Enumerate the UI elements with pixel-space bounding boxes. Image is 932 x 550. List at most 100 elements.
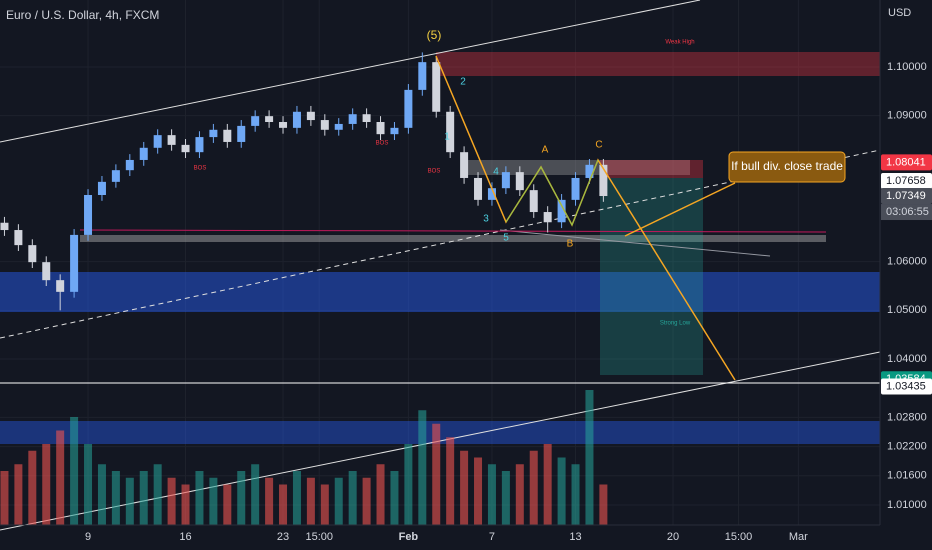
volume-bar [139,471,148,525]
volume-bar [223,484,232,525]
volume-bar [487,464,496,525]
candle-body [334,123,343,130]
y-tick-label: 1.04000 [887,353,927,365]
candle-body [167,135,176,145]
volume-bar [557,457,566,525]
candle-body [404,89,413,128]
volume-bar [320,484,329,525]
y-tick-label: 1.09000 [887,110,927,122]
stop-box [600,160,703,178]
currency: USD [888,7,911,19]
volume-bar [418,410,427,525]
x-tick-label: 16 [179,531,191,543]
annotation: 3 [483,214,489,225]
target-box [600,178,703,375]
candle-body [125,159,134,171]
candle-body [84,195,93,235]
volume-bar [237,471,246,525]
volume-bar [42,444,51,525]
candles [0,52,608,525]
demand-zone [0,272,880,312]
candle-body [139,147,148,160]
candle-body [223,129,232,142]
candle-body [571,177,580,200]
volume-bar [376,464,385,525]
volume-bar [111,471,120,525]
annotation: 1 [444,132,450,143]
candle-body [56,280,65,292]
volume-bar [585,390,594,525]
volume-bar [195,471,204,525]
price-tag [881,188,932,205]
candle-body [515,172,524,191]
volume-bar [209,477,218,525]
volume-bar [446,437,455,525]
candle-body [362,114,371,123]
volume-bar [181,484,190,525]
volume-bar [543,444,552,525]
candle-body [209,129,218,138]
candle-body [279,122,288,128]
x-tick-label: 13 [569,531,581,543]
supply-zone [436,52,880,76]
price-tag [881,378,932,395]
volume-bar [334,477,343,525]
candle-body [306,111,315,121]
candle-body [599,164,608,197]
y-tick-label: 1.01000 [887,499,927,511]
candle-body [585,164,594,178]
annotation: Weak High [665,40,694,46]
chart-title: Euro / U.S. Dollar, 4h, FXCM [6,8,159,22]
annotation: Strong Low [660,321,691,327]
volume-bar [279,484,288,525]
volume-bar [28,450,37,525]
y-tick-label: 1.01600 [887,470,927,482]
volume-bar [167,477,176,525]
annotation: 2 [460,77,466,88]
annotation: C [595,140,602,151]
price-tag [881,172,932,189]
candle-body [320,120,329,130]
volume-bar [432,423,441,525]
candle-body [70,234,79,292]
x-tick-label: 9 [85,531,91,543]
trend-line [499,229,771,257]
volume-bar [125,477,134,525]
volume-bar [70,417,79,525]
volume-bar [460,450,469,525]
wave-inner [505,159,599,227]
candle-body [418,62,427,90]
volume-bar [0,471,9,525]
candle-body [181,144,190,153]
volume-bar [529,450,538,525]
callout-pointer [624,182,736,237]
volume-bar [251,464,260,525]
candle-body [432,62,441,112]
candle-body [28,245,37,263]
x-tick-label: 15:00 [725,531,753,543]
countdown: 03:06:55 [886,206,929,218]
candle-body [543,212,552,223]
volume-bar [390,471,399,525]
annotation: A [542,145,549,156]
resistance-zone [462,160,690,175]
candle-body [153,135,162,148]
candle-body [474,177,483,200]
candle-body [348,114,357,124]
volume-bar [571,464,580,525]
annotation: BOS [194,166,207,172]
volume-bar [515,464,524,525]
volume-bar [599,484,608,525]
volume-bar [362,477,371,525]
annotations: (5) 2 1 3 4 5 A B C Weak High Strong Low BOS BOS BOS [194,28,695,326]
candle-body [529,190,538,213]
volume-bar [265,477,274,525]
x-tick-label: 23 [277,531,289,543]
annotation: 5 [503,233,509,244]
volume-bar [404,444,413,525]
volume-bar [14,464,23,525]
annotation: 4 [493,167,499,178]
annotation: BOS [428,169,441,175]
candle-body [111,170,120,182]
